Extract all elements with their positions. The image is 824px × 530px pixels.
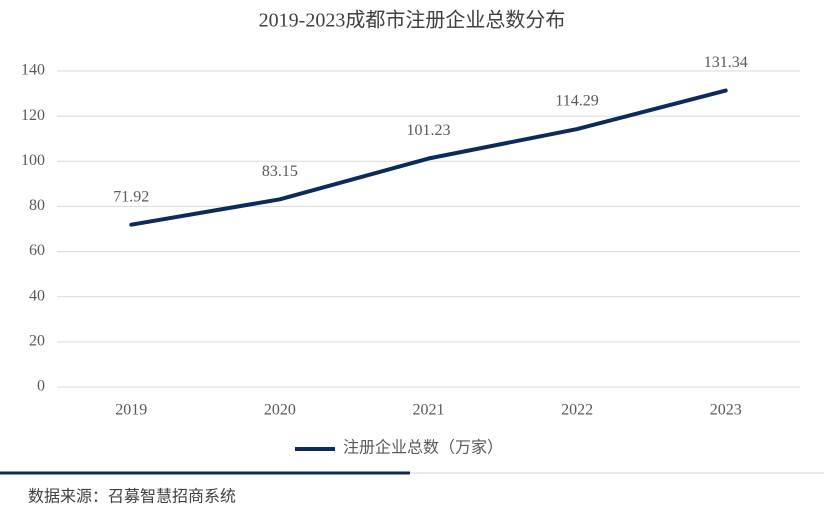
source-note: 数据来源：召募智慧招商系统	[28, 488, 236, 506]
x-tick-label: 2021	[413, 402, 445, 419]
y-tick-label: 140	[21, 62, 45, 79]
data-label: 131.34	[704, 54, 748, 71]
data-label: 101.23	[407, 122, 451, 139]
y-tick-label: 60	[29, 242, 45, 259]
data-label: 83.15	[262, 163, 298, 180]
y-tick-label: 20	[29, 333, 45, 350]
x-tick-label: 2020	[264, 402, 296, 419]
x-tick-label: 2023	[710, 402, 742, 419]
y-tick-label: 120	[21, 107, 45, 124]
x-tick-label: 2022	[561, 402, 593, 419]
data-label: 114.29	[555, 93, 598, 110]
y-tick-label: 100	[21, 152, 45, 169]
y-tick-label: 80	[29, 197, 45, 214]
series-line	[129, 88, 728, 227]
y-tick-label: 0	[37, 378, 45, 395]
chart-title: 2019-2023成都市注册企业总数分布	[259, 9, 566, 32]
y-tick-label: 40	[29, 287, 45, 304]
data-label: 71.92	[113, 188, 149, 205]
x-tick-label: 2019	[115, 402, 147, 419]
legend-label: 注册企业总数（万家）	[343, 439, 503, 457]
